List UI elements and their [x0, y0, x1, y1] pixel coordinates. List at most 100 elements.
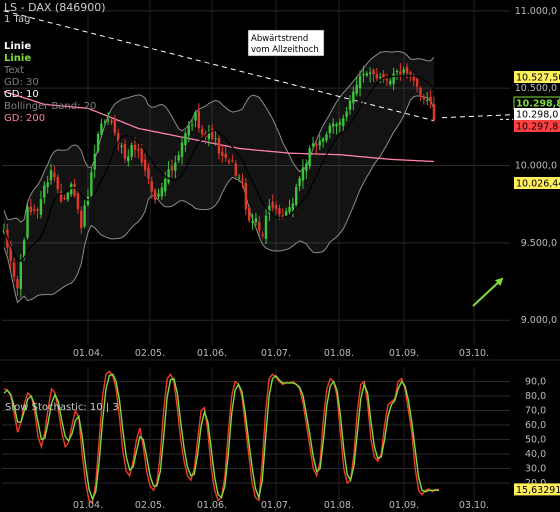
- main-y-tick-label: 10.500,0: [515, 83, 557, 94]
- candle: [274, 201, 278, 215]
- candle-body: [194, 112, 197, 121]
- candle: [137, 143, 140, 159]
- annotation-line-2: vom Allzeithoch: [251, 45, 319, 55]
- stoch-grid: [2, 367, 510, 512]
- candle: [66, 191, 70, 202]
- candle: [123, 139, 127, 163]
- candle: [402, 66, 405, 76]
- candle: [19, 254, 22, 298]
- candle-body: [389, 80, 392, 85]
- candle: [409, 70, 412, 82]
- trendline-extension: [441, 112, 560, 119]
- candle-body: [224, 153, 227, 158]
- candle: [318, 134, 321, 151]
- candle-body: [355, 84, 358, 94]
- candle: [184, 130, 187, 152]
- stoch-x-tick-label: 01.08.: [324, 500, 354, 511]
- price-label-text: 10.026,44: [516, 179, 560, 190]
- main-x-tick-label: 01.09.: [389, 348, 419, 359]
- candle: [375, 68, 379, 82]
- candle: [244, 178, 248, 216]
- candle-body: [271, 202, 274, 208]
- candle-body: [207, 131, 211, 139]
- candle-body: [49, 170, 53, 181]
- candle: [261, 231, 264, 239]
- candle: [113, 114, 117, 136]
- candle-body: [231, 160, 234, 162]
- candle-body: [16, 279, 19, 289]
- candle: [382, 70, 385, 83]
- candle-body: [281, 215, 284, 218]
- candle: [305, 159, 308, 180]
- candle: [177, 151, 180, 163]
- candle: [368, 67, 372, 83]
- candle-body: [214, 138, 217, 140]
- candle-body: [335, 123, 338, 127]
- price-label-box: [514, 177, 560, 189]
- candle: [224, 146, 227, 162]
- candle: [69, 181, 73, 198]
- candle-body: [368, 72, 372, 75]
- stoch-x-tick-label: 01.04.: [73, 500, 103, 511]
- candle-body: [399, 71, 402, 75]
- candle-body: [234, 163, 237, 176]
- candle-body: [184, 133, 187, 146]
- candle: [348, 95, 352, 115]
- candle-body: [110, 120, 113, 123]
- candle-body: [291, 203, 295, 211]
- trend-arrow: [472, 277, 504, 307]
- chart-interval: 1 Tag: [4, 14, 30, 25]
- candle-body: [130, 145, 133, 157]
- candle-body: [83, 205, 86, 227]
- main-panel-background: [0, 0, 560, 345]
- candle: [321, 136, 325, 148]
- price-label: 10.298,8: [513, 96, 560, 110]
- candle: [385, 73, 389, 86]
- candle-body: [103, 121, 106, 123]
- candle: [271, 194, 274, 212]
- candle: [194, 110, 197, 127]
- candle-body: [147, 167, 150, 179]
- bollinger-upper: [3, 50, 435, 223]
- candle-body: [288, 207, 291, 213]
- candle-body: [392, 73, 395, 84]
- main-x-tick-label: 02.05.: [135, 348, 165, 359]
- candle: [335, 122, 338, 135]
- main-x-grid: [87, 0, 475, 345]
- main-y-tick-label: 9.000,0: [521, 315, 557, 326]
- candle: [120, 142, 123, 154]
- candle-body: [29, 206, 33, 213]
- candle-body: [321, 138, 325, 142]
- candle-body: [180, 142, 184, 157]
- candle-body: [96, 133, 100, 152]
- candle-body: [106, 119, 110, 121]
- candle-body: [143, 159, 147, 171]
- candle: [217, 135, 221, 160]
- candle-body: [432, 104, 436, 121]
- candle-body: [133, 144, 137, 150]
- candle: [29, 198, 33, 216]
- candle-body: [395, 71, 399, 73]
- candle-body: [164, 179, 167, 192]
- candle: [56, 174, 59, 194]
- legend-entry: Linie: [4, 41, 31, 52]
- candle: [328, 123, 332, 139]
- candle-body: [127, 156, 130, 162]
- candle: [419, 86, 422, 101]
- candle: [83, 200, 86, 229]
- candle-body: [66, 192, 70, 200]
- candle: [200, 124, 204, 139]
- candle: [53, 165, 56, 182]
- candle-body: [429, 96, 432, 102]
- candle: [214, 130, 217, 146]
- candle: [46, 175, 49, 194]
- candle-body: [137, 149, 140, 151]
- candle: [291, 197, 295, 218]
- candle-body: [412, 76, 415, 81]
- stoch-d-line: [3, 373, 439, 501]
- candle-body: [69, 184, 73, 195]
- candle: [12, 257, 16, 282]
- candle-body: [217, 138, 221, 154]
- candle-body: [120, 145, 123, 148]
- candle-body: [9, 243, 12, 261]
